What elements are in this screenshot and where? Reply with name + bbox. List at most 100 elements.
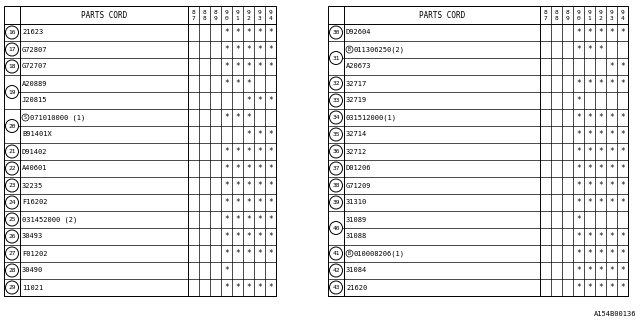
Text: *: * — [235, 198, 240, 207]
Text: 9: 9 — [621, 11, 625, 15]
Circle shape — [6, 26, 19, 39]
Bar — [328, 6, 628, 296]
Text: *: * — [587, 79, 592, 88]
Text: 32719: 32719 — [346, 98, 367, 103]
Text: 39: 39 — [332, 200, 340, 205]
Text: 20: 20 — [8, 124, 16, 129]
Text: *: * — [224, 181, 229, 190]
Text: *: * — [268, 232, 273, 241]
Text: 0: 0 — [225, 15, 228, 20]
Text: B: B — [348, 251, 351, 256]
Text: *: * — [587, 147, 592, 156]
Text: *: * — [576, 215, 581, 224]
Text: *: * — [268, 62, 273, 71]
Text: *: * — [246, 198, 251, 207]
Text: *: * — [620, 113, 625, 122]
Circle shape — [6, 60, 19, 73]
Text: 3: 3 — [258, 15, 261, 20]
Text: *: * — [598, 147, 603, 156]
Text: *: * — [609, 28, 614, 37]
Text: 8: 8 — [214, 11, 218, 15]
Text: 26: 26 — [8, 234, 16, 239]
Text: A20889: A20889 — [22, 81, 47, 86]
Text: *: * — [246, 62, 251, 71]
Text: 16: 16 — [8, 30, 16, 35]
Text: F16202: F16202 — [22, 199, 47, 205]
Text: 31089: 31089 — [346, 217, 367, 222]
Text: *: * — [235, 215, 240, 224]
Text: *: * — [224, 215, 229, 224]
Text: *: * — [246, 130, 251, 139]
Text: *: * — [224, 283, 229, 292]
Text: *: * — [609, 249, 614, 258]
Text: 24: 24 — [8, 200, 16, 205]
Text: *: * — [268, 45, 273, 54]
Text: *: * — [587, 283, 592, 292]
Text: *: * — [620, 147, 625, 156]
Text: PARTS CORD: PARTS CORD — [419, 11, 465, 20]
Text: 7: 7 — [191, 15, 195, 20]
Text: *: * — [576, 198, 581, 207]
Text: *: * — [257, 45, 262, 54]
Text: *: * — [620, 283, 625, 292]
Text: *: * — [598, 130, 603, 139]
Text: *: * — [257, 164, 262, 173]
Text: PARTS CORD: PARTS CORD — [81, 11, 127, 20]
Text: *: * — [609, 164, 614, 173]
Text: *: * — [587, 113, 592, 122]
Text: *: * — [257, 96, 262, 105]
Text: *: * — [268, 249, 273, 258]
Text: *: * — [268, 147, 273, 156]
Text: *: * — [235, 283, 240, 292]
Text: *: * — [576, 113, 581, 122]
Text: 21620: 21620 — [346, 284, 367, 291]
Text: *: * — [246, 164, 251, 173]
Circle shape — [346, 46, 353, 53]
Text: 29: 29 — [8, 285, 16, 290]
Text: *: * — [576, 283, 581, 292]
Text: D01206: D01206 — [346, 165, 371, 172]
Circle shape — [6, 196, 19, 209]
Text: B91401X: B91401X — [22, 132, 52, 138]
Text: *: * — [609, 198, 614, 207]
Text: 8: 8 — [566, 11, 570, 15]
Text: 23: 23 — [8, 183, 16, 188]
Text: *: * — [224, 113, 229, 122]
Text: 1: 1 — [588, 15, 591, 20]
Text: *: * — [609, 130, 614, 139]
Text: *: * — [576, 181, 581, 190]
Text: *: * — [609, 113, 614, 122]
Text: *: * — [224, 198, 229, 207]
Circle shape — [330, 281, 342, 294]
Text: *: * — [224, 28, 229, 37]
Text: *: * — [576, 45, 581, 54]
Text: *: * — [609, 283, 614, 292]
Text: 30493: 30493 — [22, 234, 44, 239]
Text: *: * — [224, 62, 229, 71]
Text: 8: 8 — [203, 11, 206, 15]
Text: *: * — [609, 79, 614, 88]
Circle shape — [330, 111, 342, 124]
Text: *: * — [587, 266, 592, 275]
Text: 41: 41 — [332, 251, 340, 256]
Text: *: * — [598, 249, 603, 258]
Text: *: * — [587, 232, 592, 241]
Text: *: * — [235, 45, 240, 54]
Text: F01202: F01202 — [22, 251, 47, 257]
Text: *: * — [224, 164, 229, 173]
Text: 9: 9 — [225, 11, 228, 15]
Text: *: * — [598, 232, 603, 241]
Text: A40601: A40601 — [22, 165, 47, 172]
Text: *: * — [576, 96, 581, 105]
Text: 17: 17 — [8, 47, 16, 52]
Text: 30490: 30490 — [22, 268, 44, 274]
Text: 4: 4 — [621, 15, 625, 20]
Text: 8: 8 — [543, 11, 547, 15]
Text: *: * — [576, 232, 581, 241]
Text: *: * — [246, 249, 251, 258]
Text: 2: 2 — [246, 15, 250, 20]
Circle shape — [330, 145, 342, 158]
Text: 8: 8 — [555, 15, 558, 20]
Text: *: * — [587, 164, 592, 173]
Text: *: * — [246, 215, 251, 224]
